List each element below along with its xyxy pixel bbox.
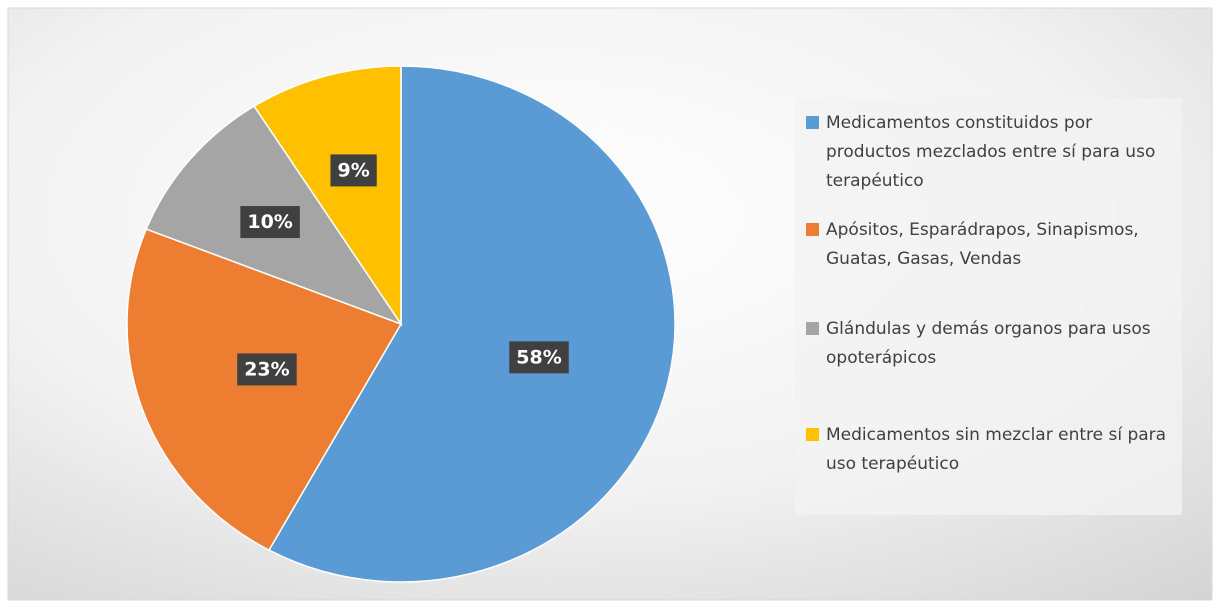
data-label-box <box>237 353 297 386</box>
legend-line: uso terapéutico <box>826 454 959 474</box>
pie-slice <box>267 65 676 583</box>
legend-label: Apósitos, Esparádrapos, Sinapismos, Guata… <box>826 220 1139 269</box>
legend-line: Glándulas y demás organos para usos <box>826 319 1151 339</box>
legend-box <box>795 98 1182 515</box>
legend-label: Glándulas y demás organos para usos opote… <box>826 319 1151 368</box>
legend-line: terapéutico <box>826 171 924 191</box>
data-label: 58% <box>516 346 561 368</box>
legend-swatch <box>806 116 819 129</box>
pie: 58% 23% 10% 9% <box>126 65 676 583</box>
legend-swatch <box>806 223 819 236</box>
data-label-box <box>509 341 569 374</box>
legend-label: Medicamentos sin mezclar entre sí para us… <box>826 425 1166 474</box>
legend-swatch <box>806 322 819 335</box>
legend-line: Guatas, Gasas, Vendas <box>826 249 1021 269</box>
legend-line: productos mezclados entre sí para uso <box>826 142 1155 162</box>
pie-slice <box>126 228 403 552</box>
pie-slice <box>253 65 402 327</box>
data-label: 9% <box>337 159 369 181</box>
legend-line: Apósitos, Esparádrapos, Sinapismos, <box>826 220 1139 240</box>
data-label-box <box>330 154 377 187</box>
legend-label: Medicamentos constituidos por productos m… <box>826 113 1155 191</box>
legend-line: Medicamentos constituidos por <box>826 113 1092 133</box>
data-label: 10% <box>247 211 292 233</box>
legend-line: Medicamentos sin mezclar entre sí para <box>826 425 1166 445</box>
data-label-box <box>240 206 300 239</box>
data-label: 23% <box>244 358 289 380</box>
legend-line: opoterápicos <box>826 348 936 368</box>
legend: Medicamentos constituidos por productos m… <box>806 113 1166 474</box>
legend-swatch <box>806 428 819 441</box>
